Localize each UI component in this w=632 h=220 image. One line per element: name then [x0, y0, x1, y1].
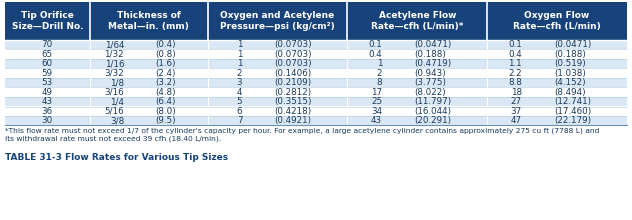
Text: 34: 34 — [371, 107, 382, 116]
Text: 3: 3 — [237, 78, 242, 87]
Text: (0.3515): (0.3515) — [274, 97, 312, 106]
Text: 1: 1 — [237, 50, 242, 59]
Text: (0.2812): (0.2812) — [274, 88, 312, 97]
Text: (3.2): (3.2) — [155, 78, 176, 87]
Text: 1/64: 1/64 — [105, 40, 124, 49]
Text: 1/4: 1/4 — [110, 97, 124, 106]
Text: 0.4: 0.4 — [508, 50, 522, 59]
Text: 0.1: 0.1 — [368, 40, 382, 49]
Text: 30: 30 — [42, 116, 53, 125]
Bar — [5, 2, 627, 40]
Text: 0.1: 0.1 — [508, 40, 522, 49]
Bar — [5, 116, 627, 125]
Text: Tip Orifice
Size—Drill No.: Tip Orifice Size—Drill No. — [11, 11, 83, 31]
Text: 2: 2 — [377, 69, 382, 78]
Text: (16.044): (16.044) — [414, 107, 451, 116]
Text: *This flow rate must not exceed 1/7 of the cylinder's capacity per hour. For exa: *This flow rate must not exceed 1/7 of t… — [5, 128, 599, 143]
Text: (0.519): (0.519) — [554, 59, 586, 68]
Text: (1.6): (1.6) — [155, 59, 176, 68]
Text: (17.460): (17.460) — [554, 107, 592, 116]
Text: 2.2: 2.2 — [508, 69, 522, 78]
Text: 8: 8 — [377, 78, 382, 87]
Text: Oxygen and Acetylene
Pressure—psi (kg/cm²): Oxygen and Acetylene Pressure—psi (kg/cm… — [220, 11, 335, 31]
Text: (0.0703): (0.0703) — [274, 59, 312, 68]
Text: 1/16: 1/16 — [105, 59, 124, 68]
Text: (22.179): (22.179) — [554, 116, 591, 125]
Text: (6.4): (6.4) — [155, 97, 176, 106]
Text: (8.022): (8.022) — [414, 88, 446, 97]
Text: (9.5): (9.5) — [155, 116, 176, 125]
Text: (12.741): (12.741) — [554, 97, 591, 106]
Text: 49: 49 — [42, 88, 53, 97]
Bar — [5, 68, 627, 78]
Text: 3/32: 3/32 — [104, 69, 124, 78]
Text: 37: 37 — [511, 107, 522, 116]
Text: 0.4: 0.4 — [368, 50, 382, 59]
Text: (3.775): (3.775) — [414, 78, 446, 87]
Text: (0.0471): (0.0471) — [414, 40, 452, 49]
Text: 60: 60 — [42, 59, 53, 68]
Text: Oxygen Flow
Rate—cfh (L/min): Oxygen Flow Rate—cfh (L/min) — [513, 11, 601, 31]
Text: (0.4218): (0.4218) — [274, 107, 312, 116]
Text: (0.0703): (0.0703) — [274, 40, 312, 49]
Text: (0.4719): (0.4719) — [414, 59, 451, 68]
Bar — [5, 106, 627, 116]
Text: (0.2109): (0.2109) — [274, 78, 312, 87]
Bar — [5, 97, 627, 106]
Text: (0.943): (0.943) — [414, 69, 446, 78]
Text: 1/8: 1/8 — [110, 78, 124, 87]
Text: 6: 6 — [237, 107, 242, 116]
Text: 43: 43 — [371, 116, 382, 125]
Text: (0.0703): (0.0703) — [274, 50, 312, 59]
Text: 17: 17 — [371, 88, 382, 97]
Text: (8.0): (8.0) — [155, 107, 176, 116]
Text: 5/16: 5/16 — [104, 107, 124, 116]
Text: 3/8: 3/8 — [110, 116, 124, 125]
Text: (8.494): (8.494) — [554, 88, 586, 97]
Text: 2: 2 — [237, 69, 242, 78]
Text: 8.8: 8.8 — [508, 78, 522, 87]
Text: (2.4): (2.4) — [155, 69, 176, 78]
Bar — [5, 78, 627, 88]
Text: 1: 1 — [377, 59, 382, 68]
Text: 43: 43 — [42, 97, 53, 106]
Text: (0.4921): (0.4921) — [274, 116, 312, 125]
Text: 25: 25 — [371, 97, 382, 106]
Text: (0.0471): (0.0471) — [554, 40, 592, 49]
Text: 65: 65 — [42, 50, 53, 59]
Text: (4.152): (4.152) — [554, 78, 586, 87]
Text: (1.038): (1.038) — [554, 69, 586, 78]
Text: 1: 1 — [237, 40, 242, 49]
Text: 59: 59 — [42, 69, 53, 78]
Text: 1.1: 1.1 — [508, 59, 522, 68]
Text: 27: 27 — [511, 97, 522, 106]
Text: TABLE 31-3 Flow Rates for Various Tip Sizes: TABLE 31-3 Flow Rates for Various Tip Si… — [5, 154, 228, 163]
Text: (0.8): (0.8) — [155, 50, 176, 59]
Text: (4.8): (4.8) — [155, 88, 176, 97]
Bar — [5, 59, 627, 68]
Text: (0.4): (0.4) — [155, 40, 176, 49]
Text: 18: 18 — [511, 88, 522, 97]
Text: 7: 7 — [237, 116, 242, 125]
Bar — [5, 50, 627, 59]
Text: 70: 70 — [42, 40, 53, 49]
Text: (0.1406): (0.1406) — [274, 69, 312, 78]
Text: 5: 5 — [237, 97, 242, 106]
Text: (20.291): (20.291) — [414, 116, 451, 125]
Text: (0.188): (0.188) — [414, 50, 446, 59]
Text: 1: 1 — [237, 59, 242, 68]
Text: 36: 36 — [42, 107, 53, 116]
Text: Thickness of
Metal—in. (mm): Thickness of Metal—in. (mm) — [108, 11, 189, 31]
Text: 53: 53 — [42, 78, 53, 87]
Text: 3/16: 3/16 — [104, 88, 124, 97]
Bar — [5, 88, 627, 97]
Text: Acetylene Flow
Rate—cfh (L/min)*: Acetylene Flow Rate—cfh (L/min)* — [371, 11, 464, 31]
Text: (0.188): (0.188) — [554, 50, 586, 59]
Text: 4: 4 — [237, 88, 242, 97]
Text: (11.797): (11.797) — [414, 97, 451, 106]
Text: 1/32: 1/32 — [104, 50, 124, 59]
Bar — [5, 40, 627, 50]
Text: 47: 47 — [511, 116, 522, 125]
